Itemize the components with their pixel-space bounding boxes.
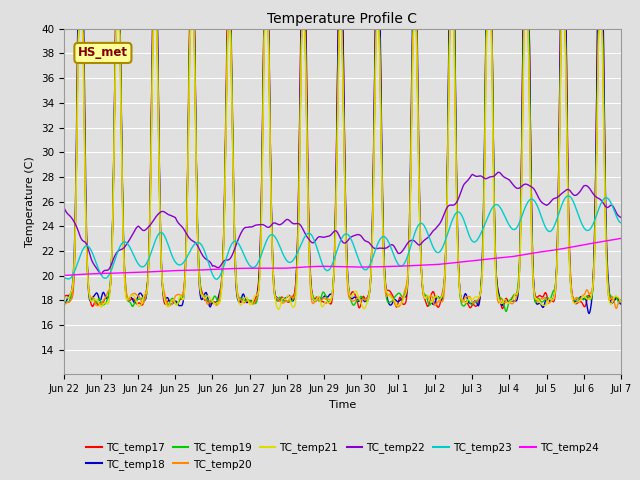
TC_temp18: [389, 300, 397, 305]
TC_temp20: [207, 297, 215, 303]
Title: Temperature Profile C: Temperature Profile C: [268, 12, 417, 26]
TC_temp19: [617, 298, 625, 304]
TC_temp21: [207, 296, 215, 302]
TC_temp18: [566, 278, 574, 284]
TC_temp20: [183, 212, 191, 217]
TC_temp19: [444, 161, 451, 167]
TC_temp20: [335, 52, 342, 58]
TC_temp24: [443, 261, 451, 266]
Line: TC_temp20: TC_temp20: [64, 29, 621, 309]
TC_temp18: [617, 301, 625, 307]
TC_temp19: [60, 299, 68, 305]
TC_temp22: [335, 231, 342, 237]
TC_temp19: [207, 300, 215, 305]
TC_temp20: [75, 26, 83, 32]
TC_temp23: [182, 256, 190, 262]
TC_temp17: [444, 154, 451, 160]
TC_temp23: [335, 243, 342, 249]
Line: TC_temp19: TC_temp19: [64, 29, 621, 312]
TC_temp21: [617, 299, 625, 304]
TC_temp20: [617, 297, 625, 303]
TC_temp20: [389, 296, 397, 301]
TC_temp20: [566, 276, 574, 282]
TC_temp24: [566, 244, 573, 250]
TC_temp22: [207, 260, 215, 266]
TC_temp22: [183, 232, 191, 238]
TC_temp17: [499, 306, 506, 312]
Line: TC_temp21: TC_temp21: [64, 29, 621, 309]
TC_temp19: [568, 289, 575, 295]
TC_temp18: [585, 311, 593, 316]
Y-axis label: Temperature (C): Temperature (C): [26, 156, 35, 247]
Line: TC_temp18: TC_temp18: [64, 4, 621, 313]
TC_temp21: [275, 306, 282, 312]
Line: TC_temp22: TC_temp22: [64, 172, 621, 275]
TC_temp22: [617, 215, 625, 220]
TC_temp23: [206, 265, 214, 271]
TC_temp22: [568, 190, 575, 195]
TC_temp22: [60, 205, 68, 211]
TC_temp22: [97, 272, 105, 277]
TC_temp18: [444, 151, 451, 156]
TC_temp19: [75, 26, 83, 32]
TC_temp17: [183, 206, 191, 212]
X-axis label: Time: Time: [329, 400, 356, 409]
TC_temp19: [183, 209, 191, 215]
TC_temp17: [207, 301, 215, 307]
TC_temp21: [445, 123, 452, 129]
TC_temp21: [568, 290, 575, 296]
TC_temp21: [335, 28, 343, 34]
TC_temp18: [75, 1, 83, 7]
TC_temp22: [495, 169, 502, 175]
TC_temp20: [60, 301, 68, 307]
TC_temp24: [388, 264, 396, 269]
TC_temp20: [444, 171, 451, 177]
TC_temp23: [212, 276, 220, 282]
Line: TC_temp24: TC_temp24: [64, 239, 621, 276]
TC_temp20: [612, 306, 620, 312]
TC_temp19: [335, 51, 342, 57]
TC_temp24: [60, 273, 68, 278]
TC_temp24: [617, 236, 625, 241]
TC_temp23: [444, 231, 451, 237]
TC_temp23: [568, 195, 575, 201]
TC_temp21: [183, 219, 191, 225]
TC_temp21: [60, 296, 68, 301]
TC_temp21: [75, 26, 83, 32]
TC_temp23: [389, 249, 397, 255]
TC_temp23: [60, 275, 68, 281]
TC_temp21: [390, 297, 397, 302]
Line: TC_temp17: TC_temp17: [64, 4, 621, 309]
TC_temp24: [182, 267, 190, 273]
Legend: TC_temp17, TC_temp18, TC_temp19, TC_temp20, TC_temp21, TC_temp22, TC_temp23, TC_: TC_temp17, TC_temp18, TC_temp19, TC_temp…: [82, 438, 603, 474]
TC_temp18: [335, 1, 342, 7]
Line: TC_temp23: TC_temp23: [64, 196, 621, 279]
TC_temp17: [617, 297, 625, 302]
TC_temp22: [444, 204, 451, 210]
TC_temp18: [60, 300, 68, 305]
TC_temp18: [207, 303, 215, 309]
TC_temp24: [206, 267, 214, 273]
TC_temp17: [75, 1, 83, 7]
TC_temp24: [334, 264, 342, 270]
TC_temp17: [389, 293, 397, 299]
Text: HS_met: HS_met: [78, 47, 128, 60]
TC_temp23: [564, 193, 572, 199]
TC_temp18: [183, 214, 191, 220]
TC_temp17: [335, 1, 342, 7]
TC_temp22: [389, 242, 397, 248]
TC_temp19: [502, 309, 510, 314]
TC_temp23: [617, 220, 625, 226]
TC_temp19: [389, 298, 397, 303]
TC_temp17: [60, 294, 68, 300]
TC_temp17: [568, 284, 575, 290]
